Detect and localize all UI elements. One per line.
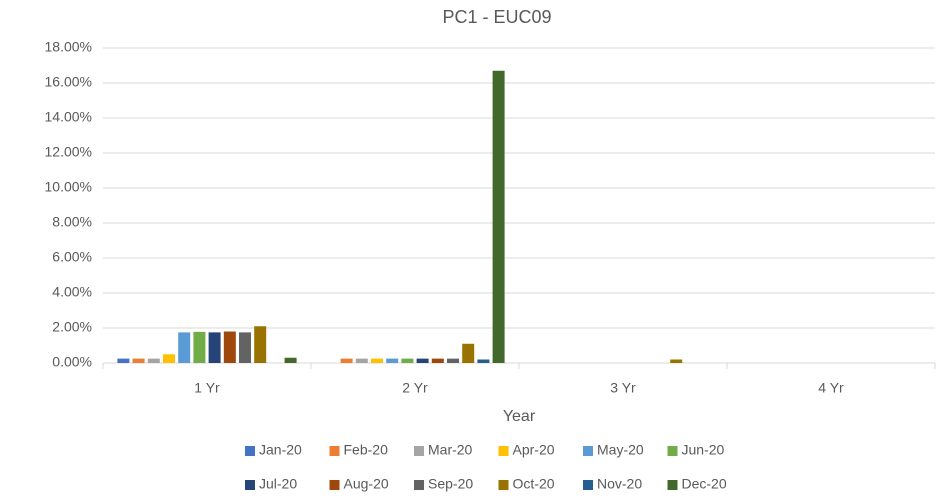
bar — [340, 358, 353, 363]
legend-swatch — [667, 446, 678, 456]
bar — [254, 326, 267, 363]
bar — [178, 332, 191, 363]
legend-label: Feb-20 — [344, 442, 389, 458]
legend-label: Sep-20 — [428, 476, 473, 492]
legend-label: Apr-20 — [513, 442, 555, 458]
legend-label: Aug-20 — [344, 476, 389, 492]
x-tick-label: 2 Yr — [402, 380, 428, 396]
legend-swatch — [583, 446, 593, 456]
bar — [208, 332, 221, 363]
bar — [223, 331, 236, 363]
x-tick-label: 1 Yr — [194, 380, 220, 396]
y-tick-label: 8.00% — [52, 214, 92, 230]
chart-title: PC1 - EUC09 — [442, 7, 551, 27]
legend-swatch — [329, 446, 340, 456]
bar — [386, 358, 399, 363]
bar — [477, 359, 490, 363]
bar — [371, 358, 383, 363]
y-tick-label: 14.00% — [45, 109, 92, 125]
legend-swatch — [498, 446, 509, 456]
x-tick-label: 4 Yr — [818, 380, 844, 396]
bar — [147, 358, 160, 363]
legend-swatch — [414, 446, 424, 456]
y-tick-label: 12.00% — [45, 144, 92, 160]
legend-label: Jul-20 — [259, 476, 297, 492]
bar — [401, 358, 414, 363]
y-tick-label: 6.00% — [52, 249, 92, 265]
bar — [355, 358, 368, 363]
bar — [462, 343, 475, 363]
legend-label: May-20 — [597, 442, 644, 458]
bar — [492, 70, 505, 363]
x-axis-label: Year — [503, 408, 536, 425]
legend-label: Dec-20 — [682, 476, 727, 492]
y-tick-label: 4.00% — [52, 284, 92, 300]
y-tick-label: 18.00% — [45, 39, 92, 55]
legend-label: Oct-20 — [513, 476, 555, 492]
bar — [670, 359, 683, 363]
bar — [193, 331, 206, 363]
legend-label: Jun-20 — [682, 442, 725, 458]
bar — [431, 358, 444, 363]
legend-swatch — [414, 480, 424, 490]
x-tick-label: 3 Yr — [610, 380, 636, 396]
legend-swatch — [498, 480, 509, 490]
bar — [163, 354, 175, 363]
legend-swatch — [583, 480, 593, 490]
y-tick-label: 2.00% — [52, 319, 92, 335]
legend-label: Nov-20 — [597, 476, 642, 492]
legend-swatch — [245, 446, 255, 456]
bar — [416, 358, 429, 363]
bar — [117, 358, 130, 363]
bar — [284, 357, 297, 363]
legend-swatch — [329, 480, 340, 490]
y-tick-label: 10.00% — [45, 179, 92, 195]
bar — [132, 358, 145, 363]
y-tick-label: 16.00% — [45, 74, 92, 90]
bar — [239, 332, 251, 363]
legend-swatch — [667, 480, 678, 490]
legend-swatch — [245, 480, 255, 490]
bar — [447, 358, 459, 363]
y-tick-label: 0.00% — [52, 354, 92, 370]
legend-label: Jan-20 — [259, 442, 302, 458]
legend-label: Mar-20 — [428, 442, 473, 458]
